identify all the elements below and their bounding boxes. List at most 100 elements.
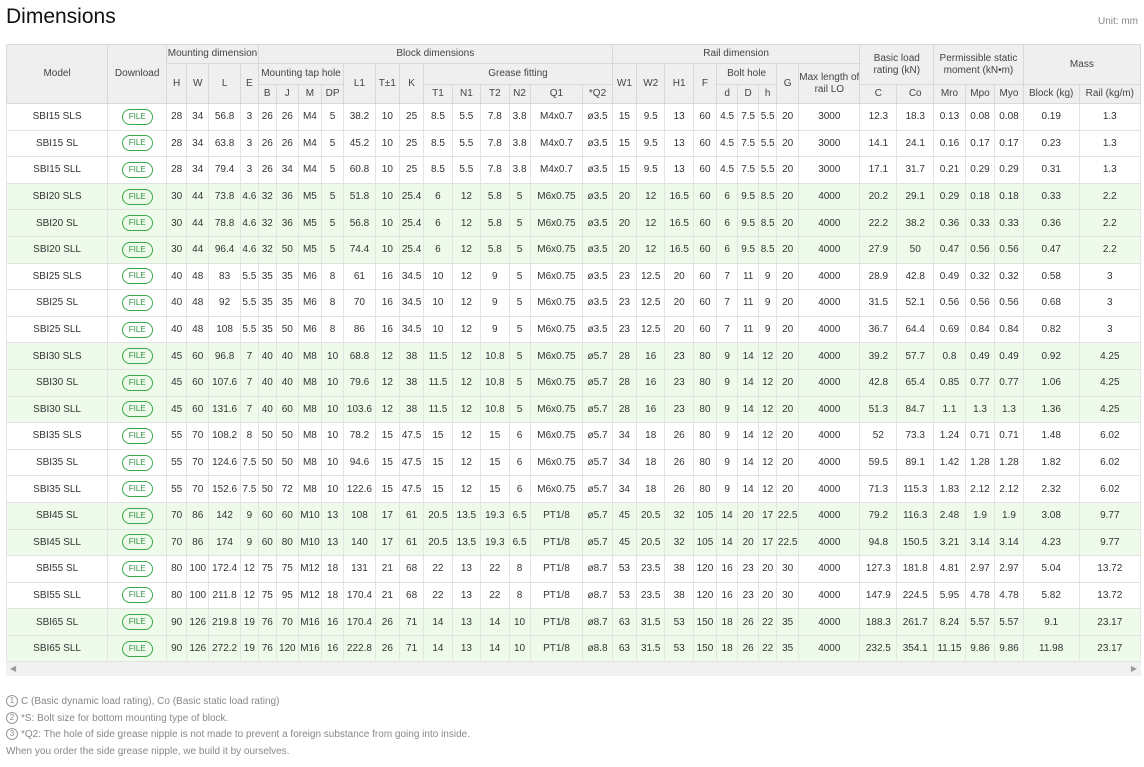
table-cell: 20 [776,396,800,424]
table-cell: 63.8 [208,130,241,158]
scroll-left-icon[interactable]: ◀ [10,664,17,673]
file-download-button[interactable]: FILE [121,454,153,471]
table-cell: PT1/8 [529,529,584,557]
footnote-3: 3 *Q2: The hole of side grease nipple is … [6,727,470,744]
file-download-button[interactable]: FILE [121,507,153,524]
table-cell: 5 [321,209,345,237]
table-cell: M10 [297,502,323,530]
file-download-button[interactable]: FILE [121,321,153,338]
file-download-button[interactable]: FILE [121,534,153,551]
table-cell: 126 [186,635,210,663]
file-download-button[interactable]: FILE [121,161,153,178]
table-cell: 15 [423,475,453,503]
table-cell: 26 [737,635,760,663]
horizontal-scrollbar[interactable]: ◀ ▶ [6,662,1141,676]
th-F: F [692,63,718,104]
table-cell: 103.6 [343,396,376,424]
file-download-button[interactable]: FILE [121,108,153,125]
table-cell: 15 [611,156,638,184]
file-download-button[interactable]: FILE [121,374,153,391]
table-cell: 5.5 [239,316,259,344]
table-cell: 28 [166,156,188,184]
table-cell: 28 [611,396,638,424]
table-cell: 10.8 [480,342,510,370]
file-download-button[interactable]: FILE [121,640,153,657]
table-cell: 0.17 [964,130,996,158]
scroll-right-icon[interactable]: ▶ [1130,664,1137,673]
download-cell: FILE [107,342,168,370]
file-download-button[interactable]: FILE [121,587,153,604]
table-cell: 4.6 [239,236,259,264]
table-cell: 150 [692,635,718,663]
file-download-button[interactable]: FILE [121,215,153,232]
file-download-button[interactable]: FILE [121,241,153,258]
table-cell: 12 [636,236,666,264]
table-cell: M12 [297,582,323,610]
download-cell: FILE [107,502,168,530]
file-download-button[interactable]: FILE [121,268,153,285]
table-cell: 10 [374,156,400,184]
table-cell: PT1/8 [529,582,584,610]
table-cell: 20 [758,555,778,583]
th-B: B [257,84,277,104]
table-cell: 4000 [798,582,861,610]
table-cell: M8 [297,475,323,503]
table-cell: 9 [716,369,739,397]
table-row: SBI15 SLS FILE 28 34 56.8 3 26 26 M4 5 38.2 10 25 8.5… [5,103,1142,131]
table-cell: 14 [737,475,760,503]
table-cell: 12 [451,342,482,370]
dimensions-table-wrap[interactable]: Model Download Mounting dimension Block … [5,44,1142,663]
table-cell: 15 [423,449,453,477]
table-cell: M6x0.75 [529,475,584,503]
table-cell: 0.18 [964,183,996,211]
model-cell: SBI30 SLL [5,396,109,424]
file-download-button[interactable]: FILE [121,188,153,205]
file-download-button[interactable]: FILE [121,401,153,418]
download-cell: FILE [107,608,168,636]
table-cell: 107.6 [208,369,241,397]
file-download-button[interactable]: FILE [121,135,153,152]
table-cell: PT1/8 [529,635,584,663]
table-cell: 9.77 [1078,502,1142,530]
file-download-button[interactable]: FILE [121,427,153,444]
table-cell: 4000 [798,475,861,503]
table-cell: 11.98 [1022,635,1080,663]
table-cell: ø3.5 [582,130,613,158]
table-cell: 16.5 [664,236,694,264]
file-download-button[interactable]: FILE [121,560,153,577]
table-cell: 12 [374,342,400,370]
file-download-button[interactable]: FILE [121,614,153,631]
table-cell: ø8.7 [582,555,613,583]
table-cell: 9 [239,529,259,557]
table-cell: 34 [611,449,638,477]
table-cell: 35 [776,608,800,636]
table-cell: 9 [716,449,739,477]
table-cell: 14 [716,502,739,530]
file-download-button[interactable]: FILE [121,294,153,311]
table-cell: 24.1 [896,130,935,158]
table-cell: 4.23 [1022,529,1080,557]
table-cell: M10 [297,529,323,557]
table-cell: 51.8 [343,183,376,211]
table-cell: 5 [321,156,345,184]
table-cell: 22 [480,555,510,583]
table-cell: 29.1 [896,183,935,211]
table-cell: 22.2 [859,209,898,237]
table-cell: 20 [776,103,800,131]
file-download-button[interactable]: FILE [121,348,153,365]
table-cell: 38 [398,369,425,397]
table-cell: 116.3 [896,502,935,530]
table-cell: 14 [480,635,510,663]
table-cell: 13 [451,582,482,610]
table-cell: 50 [275,449,299,477]
table-cell: 8 [321,316,345,344]
file-download-button[interactable]: FILE [121,481,153,498]
table-cell: ø3.5 [582,263,613,291]
table-cell: 14 [423,635,453,663]
model-cell: SBI15 SLS [5,103,109,131]
table-cell: 12.5 [636,263,666,291]
table-cell: 42.8 [896,263,935,291]
table-cell: 21 [374,555,400,583]
table-cell: 73.3 [896,422,935,450]
table-cell: 40 [275,369,299,397]
